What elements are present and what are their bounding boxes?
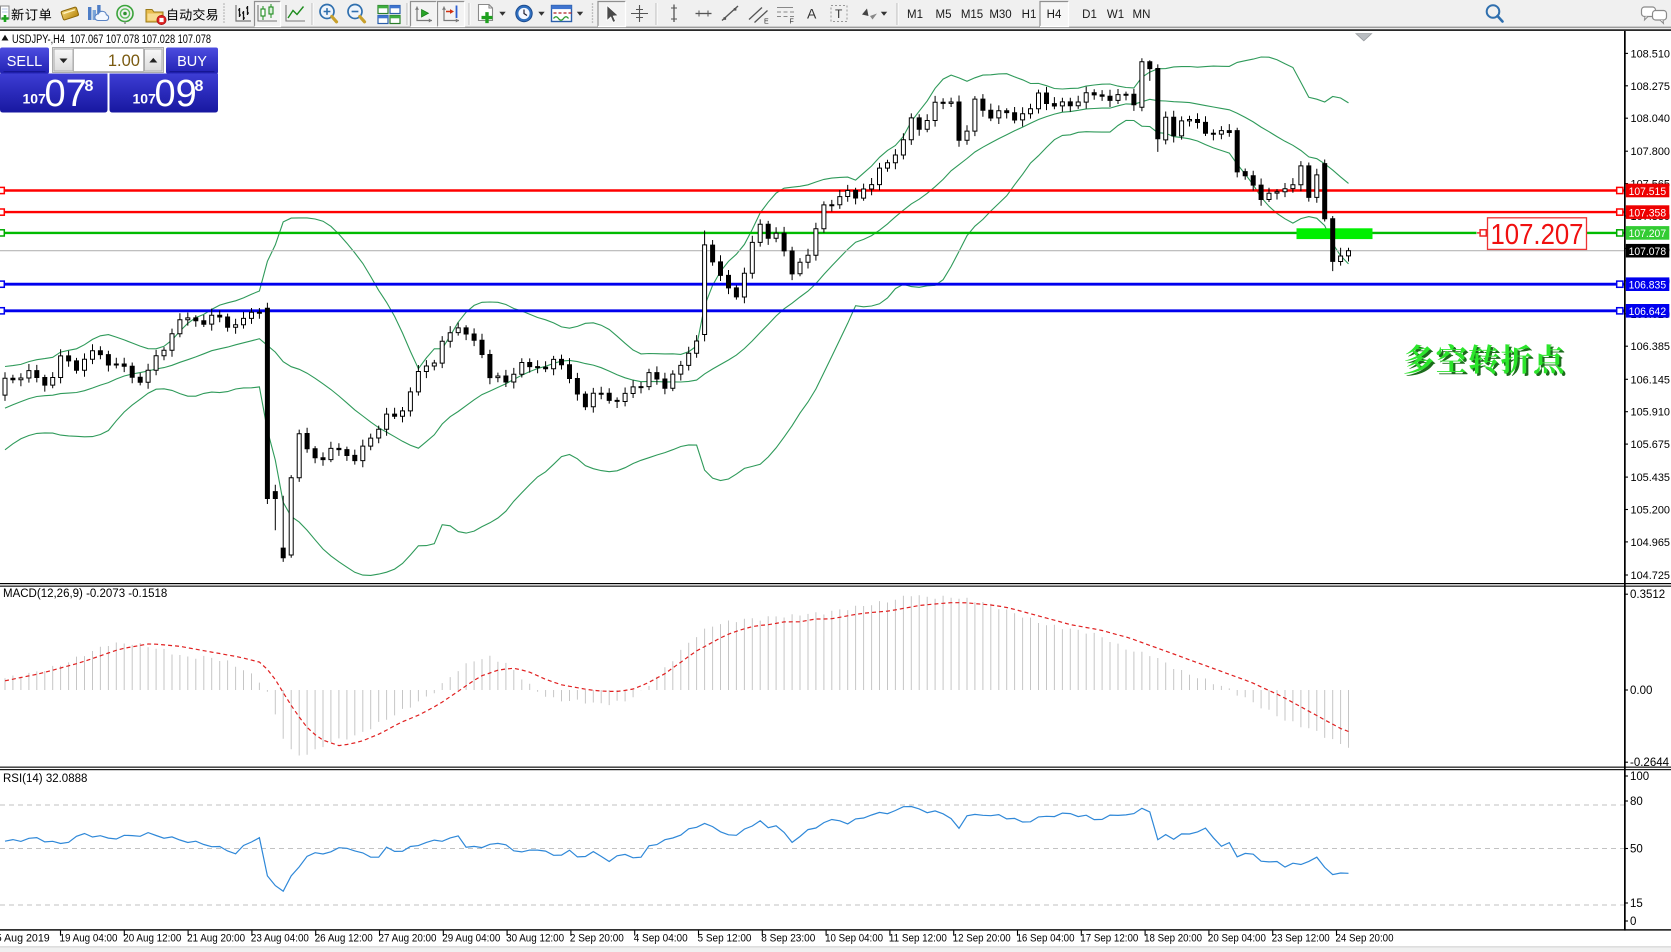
svg-text:23 Aug 04:00: 23 Aug 04:00 [251, 933, 309, 945]
svg-text:107.800: 107.800 [1631, 146, 1671, 158]
svg-text:107: 107 [23, 91, 47, 107]
svg-text:105.435: 105.435 [1631, 472, 1671, 484]
svg-text:104.725: 104.725 [1631, 570, 1671, 582]
svg-text:107.358: 107.358 [1629, 207, 1667, 219]
svg-text:108.510: 108.510 [1631, 48, 1671, 60]
svg-text:107.207: 107.207 [1629, 228, 1667, 240]
svg-text:16 Sep 04:00: 16 Sep 04:00 [1017, 933, 1075, 945]
svg-text:108.275: 108.275 [1631, 81, 1671, 93]
svg-text:29 Aug 04:00: 29 Aug 04:00 [442, 933, 500, 945]
svg-text:26 Aug 12:00: 26 Aug 12:00 [315, 933, 373, 945]
svg-text:27 Aug 20:00: 27 Aug 20:00 [379, 933, 437, 945]
svg-text:-0.2644: -0.2644 [1630, 757, 1670, 769]
svg-text:E: E [764, 19, 769, 26]
svg-text:19 Aug 04:00: 19 Aug 04:00 [60, 933, 118, 945]
svg-text:5 Sep 12:00: 5 Sep 12:00 [698, 933, 752, 945]
svg-text:107.515: 107.515 [1629, 186, 1667, 198]
svg-text:2 Sep 20:00: 2 Sep 20:00 [570, 933, 624, 945]
svg-text:105.910: 105.910 [1631, 407, 1671, 419]
svg-text:24 Sep 20:00: 24 Sep 20:00 [1336, 933, 1394, 945]
svg-text:T: T [835, 7, 843, 21]
svg-text:30 Aug 12:00: 30 Aug 12:00 [506, 933, 564, 945]
svg-text:107: 107 [133, 91, 157, 107]
svg-text:106.642: 106.642 [1629, 306, 1667, 318]
svg-text:M5: M5 [936, 9, 952, 21]
svg-text:105.675: 105.675 [1631, 439, 1671, 451]
svg-text:8: 8 [85, 78, 94, 95]
svg-text:104.965: 104.965 [1631, 537, 1671, 549]
svg-text:H4: H4 [1047, 9, 1062, 21]
svg-text:0: 0 [1630, 916, 1636, 928]
svg-text:12 Sep 20:00: 12 Sep 20:00 [953, 933, 1011, 945]
svg-text:MACD(12,26,9) -0.2073 -0.1518: MACD(12,26,9) -0.2073 -0.1518 [3, 588, 167, 600]
svg-text:1.00: 1.00 [108, 52, 140, 70]
svg-text:4 Sep 04:00: 4 Sep 04:00 [634, 933, 688, 945]
svg-text:5 Aug 2019: 5 Aug 2019 [0, 933, 50, 945]
svg-text:50: 50 [1630, 844, 1643, 856]
svg-text:108.040: 108.040 [1631, 113, 1671, 125]
svg-text:A: A [807, 6, 817, 22]
svg-text:M15: M15 [961, 9, 983, 21]
svg-text:M30: M30 [989, 9, 1011, 21]
svg-text:H1: H1 [1022, 9, 1037, 21]
svg-text:8: 8 [195, 78, 204, 95]
svg-text:10 Sep 04:00: 10 Sep 04:00 [825, 933, 883, 945]
svg-text:USDJPY-,H4 107.067 107.078 10: USDJPY-,H4 107.067 107.078 107.028 107.0… [12, 34, 211, 46]
svg-text:8 Sep 23:00: 8 Sep 23:00 [761, 933, 815, 945]
svg-text:18 Sep 20:00: 18 Sep 20:00 [1144, 933, 1202, 945]
svg-text:106.385: 106.385 [1631, 341, 1671, 353]
svg-text:M1: M1 [907, 9, 923, 21]
svg-text:15: 15 [1630, 898, 1643, 910]
svg-text:106.145: 106.145 [1631, 374, 1671, 386]
svg-text:23 Sep 12:00: 23 Sep 12:00 [1272, 933, 1330, 945]
svg-text:0.3512: 0.3512 [1630, 589, 1665, 601]
svg-text:107.078: 107.078 [1629, 246, 1667, 258]
svg-text:0.00: 0.00 [1630, 685, 1652, 697]
svg-text:20 Sep 04:00: 20 Sep 04:00 [1208, 933, 1266, 945]
svg-text:D1: D1 [1082, 9, 1097, 21]
svg-text:F: F [790, 19, 794, 26]
svg-text:107.207: 107.207 [1491, 219, 1584, 251]
svg-text:106.835: 106.835 [1629, 280, 1667, 292]
svg-text:09: 09 [155, 73, 197, 115]
svg-text:SELL: SELL [7, 54, 42, 70]
svg-text:MN: MN [1133, 9, 1151, 21]
svg-text:BUY: BUY [177, 54, 207, 70]
svg-text:11 Sep 12:00: 11 Sep 12:00 [889, 933, 947, 945]
svg-text:20 Aug 12:00: 20 Aug 12:00 [123, 933, 181, 945]
svg-text:80: 80 [1630, 796, 1643, 808]
svg-text:17 Sep 12:00: 17 Sep 12:00 [1080, 933, 1138, 945]
svg-text:100: 100 [1630, 771, 1649, 783]
svg-text:21 Aug 20:00: 21 Aug 20:00 [187, 933, 245, 945]
svg-text:W1: W1 [1107, 9, 1124, 21]
svg-text:105.200: 105.200 [1631, 505, 1671, 517]
svg-text:07: 07 [45, 73, 87, 115]
svg-text:RSI(14) 32.0888: RSI(14) 32.0888 [3, 773, 87, 785]
